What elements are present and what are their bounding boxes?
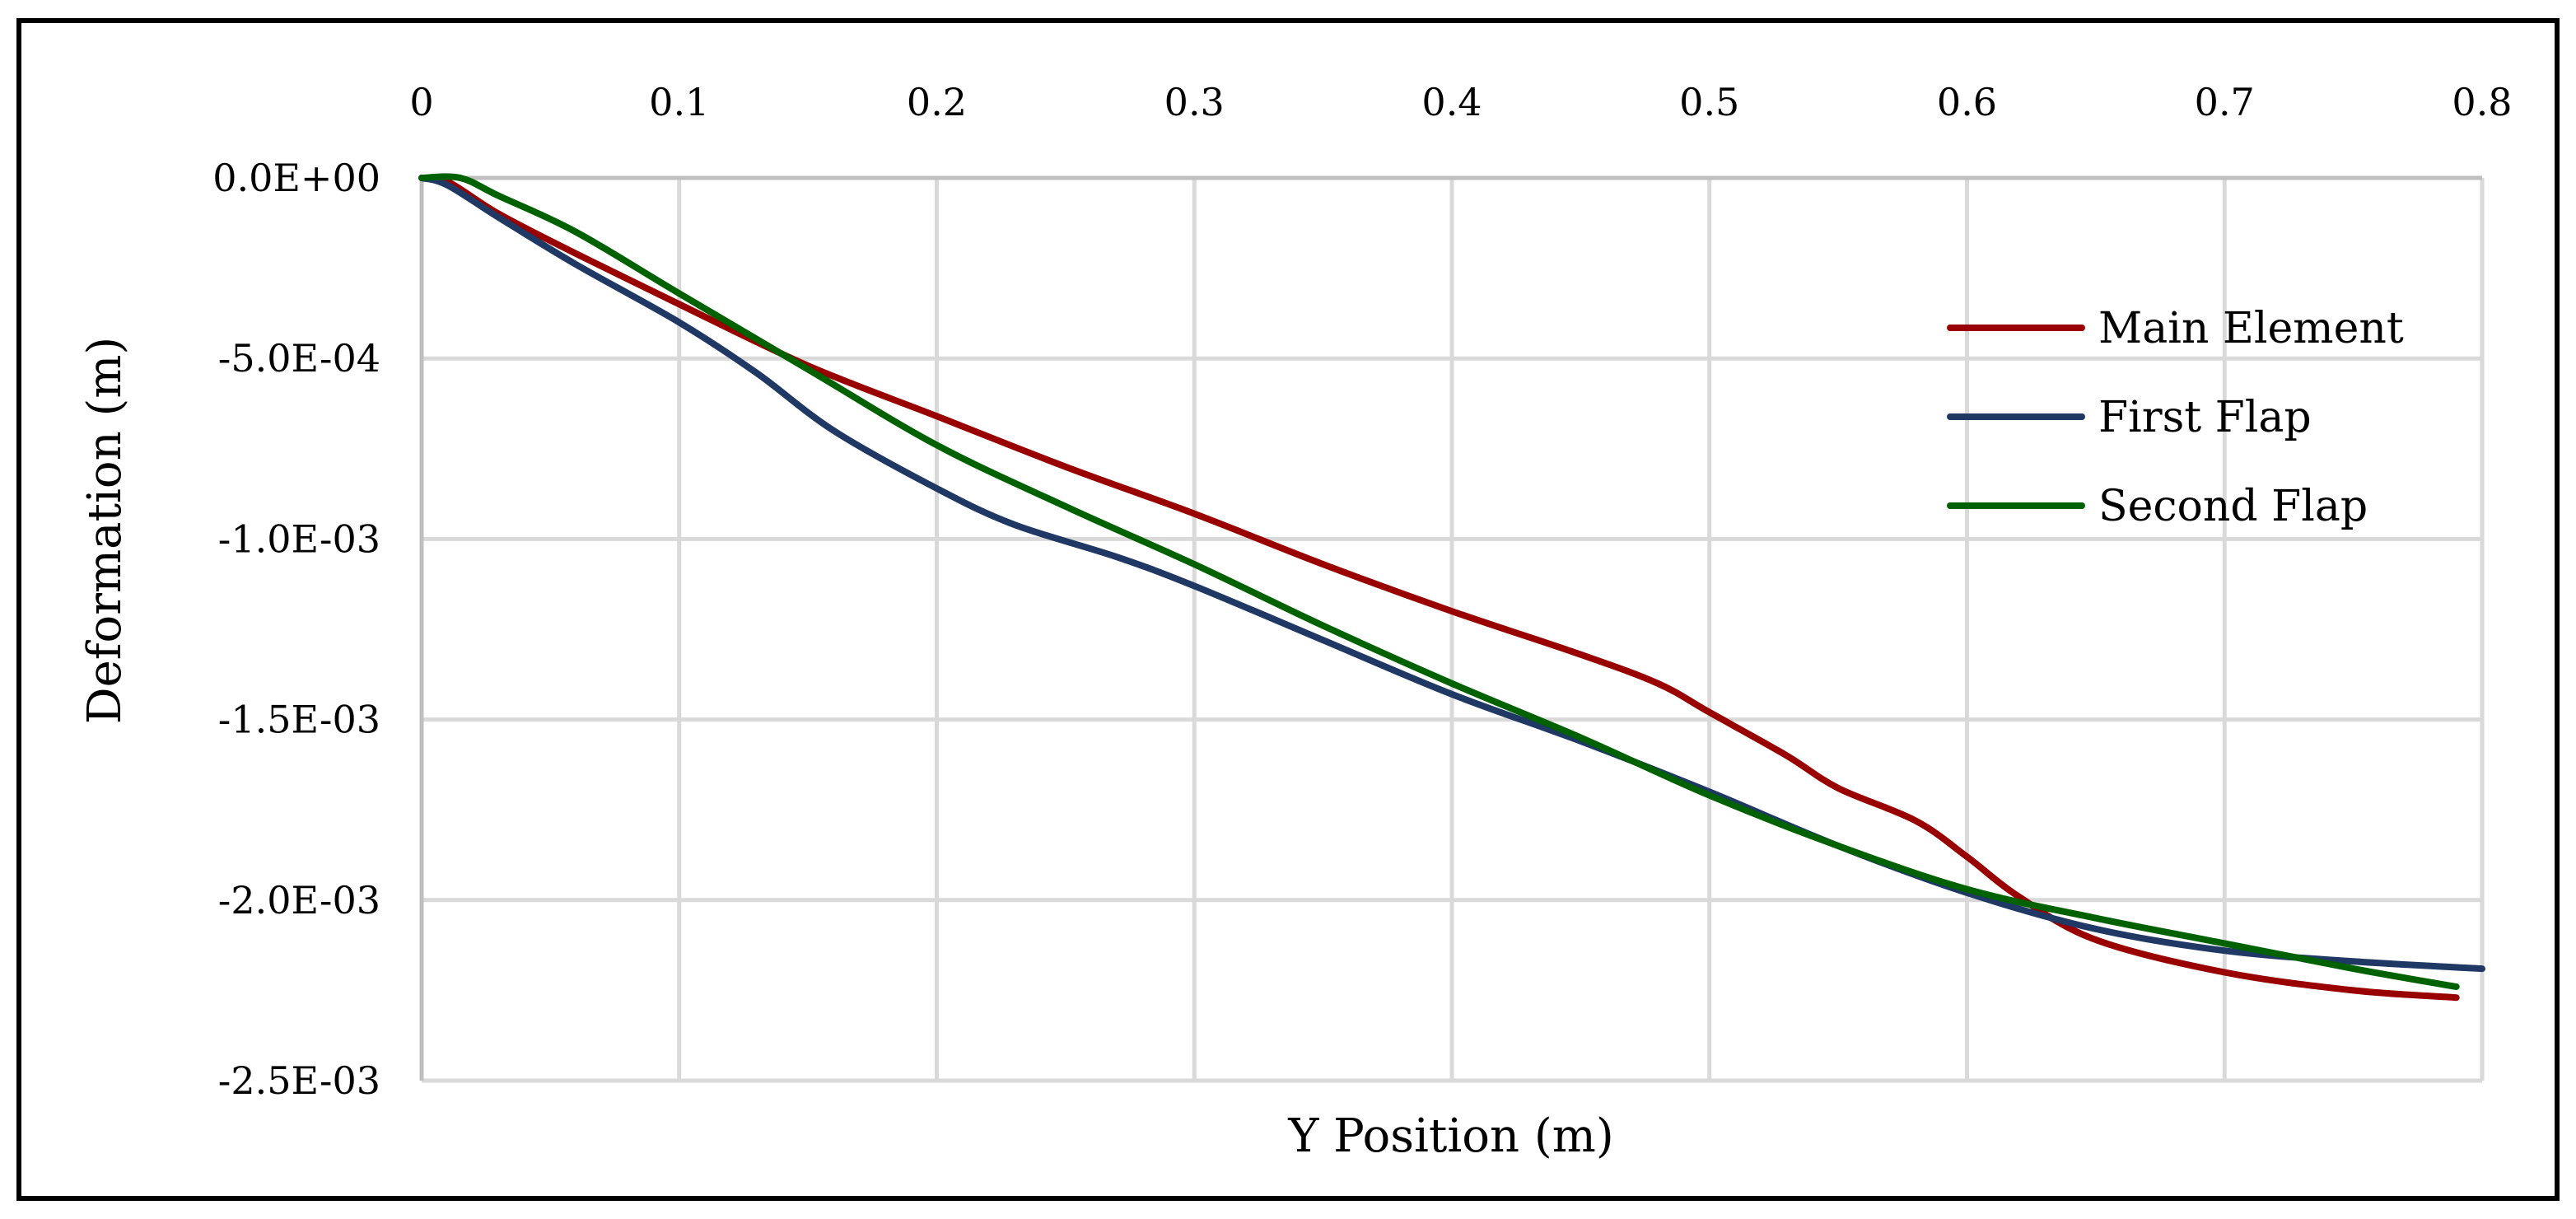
legend-label: First Flap [2098, 393, 2312, 442]
x-tick-label: 0.2 [907, 80, 967, 124]
series-line-first-flap [418, 175, 2485, 973]
y-tick-label: 0.0E+00 [212, 156, 380, 200]
x-tick-label: 0.8 [2452, 80, 2512, 124]
x-tick-label: 0 [409, 80, 433, 124]
x-tick-label: 0.5 [1679, 80, 1739, 124]
y-tick-label: -2.0E-03 [218, 878, 380, 922]
x-axis-title: Y Position (m) [1287, 1109, 1613, 1163]
x-tick-label: 0.7 [2195, 80, 2255, 124]
y-tick-label: -2.5E-03 [218, 1058, 380, 1103]
series-line-main-element [418, 174, 2460, 1002]
legend: Main Element First Flap Second Flap [1947, 304, 2404, 531]
x-tick-label: 0.1 [649, 80, 709, 124]
x-tick-label: 0.3 [1164, 80, 1225, 124]
tick-labels: 0 0.1 0.2 0.3 0.4 0.5 0.6 0.7 0.8 0.0E+00 -5.0E-04… [212, 80, 2512, 1103]
y-tick-label: -5.0E-04 [218, 336, 380, 381]
deformation-chart: 0 0.1 0.2 0.3 0.4 0.5 0.6 0.7 0.8 0.0E+00 -5.0E-04… [78, 80, 2513, 1163]
legend-label: Main Element [2098, 304, 2404, 353]
y-axis-title: Deformation (m) [78, 337, 132, 725]
axes [419, 175, 2482, 1081]
chart-frame: 0 0.1 0.2 0.3 0.4 0.5 0.6 0.7 0.8 0.0E+00 -5.0E-04… [16, 18, 2560, 1201]
x-tick-label: 0.6 [1937, 80, 1997, 124]
legend-label: Second Flap [2098, 482, 2368, 531]
series-line-second-flap [418, 173, 2460, 990]
x-tick-label: 0.4 [1421, 80, 1482, 124]
y-tick-label: -1.5E-03 [218, 698, 380, 742]
series-lines [418, 173, 2485, 1002]
y-tick-label: -1.0E-03 [218, 516, 380, 561]
